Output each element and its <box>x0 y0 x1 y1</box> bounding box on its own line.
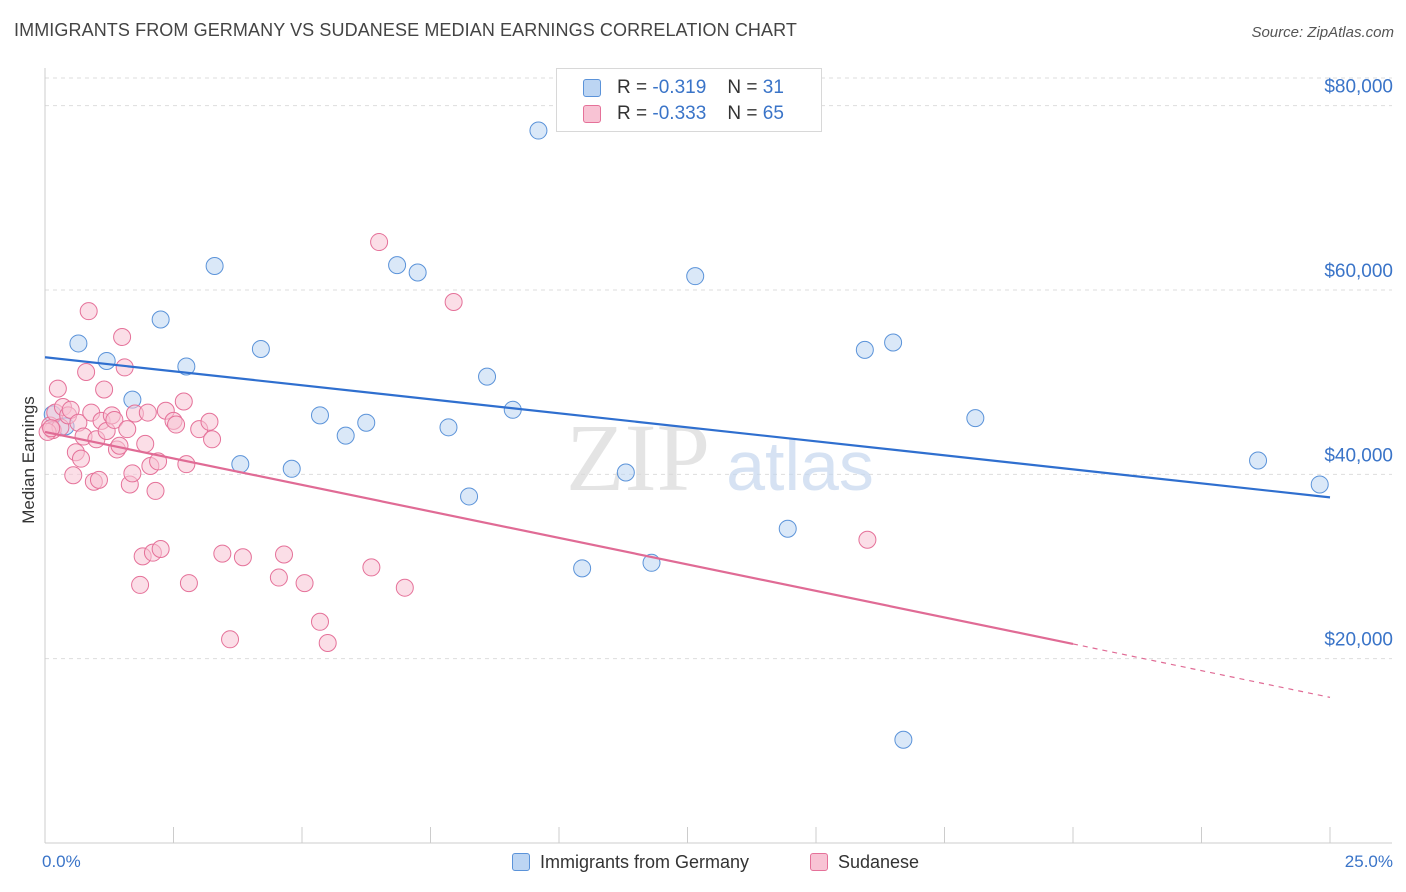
data-point <box>439 418 458 437</box>
data-point <box>177 357 196 376</box>
data-point <box>179 574 198 593</box>
data-point <box>251 339 270 358</box>
data-point <box>1249 451 1268 470</box>
data-point <box>460 487 479 506</box>
legend-swatch-germany <box>512 853 530 871</box>
data-point <box>1310 475 1329 494</box>
data-point <box>478 367 497 386</box>
series-sudanese <box>38 233 877 652</box>
data-point <box>444 292 463 311</box>
legend-n-value: 31 <box>762 77 784 98</box>
data-point <box>529 121 548 140</box>
data-point <box>894 730 913 749</box>
legend-item-sudanese: Sudanese <box>810 852 919 873</box>
trend-line <box>44 356 1331 499</box>
stats-legend: R = -0.319 N = 31 R = -0.333 N = 65 <box>556 68 822 132</box>
trend-lines <box>44 356 1331 698</box>
data-point <box>48 379 67 398</box>
source-label: Source: ZipAtlas.com <box>1251 24 1394 41</box>
data-point <box>884 333 903 352</box>
data-point <box>213 544 232 563</box>
data-point <box>269 568 288 587</box>
legend-r-label: R = <box>617 103 648 124</box>
legend-r-label: R = <box>617 77 648 98</box>
y-tick-labels: $20,000 $40,000 $60,000 $80,000 <box>1324 77 1393 651</box>
legend-n-label: N = <box>727 77 758 98</box>
legend-label-sudanese: Sudanese <box>838 852 920 872</box>
data-point <box>79 302 98 321</box>
x-tick-label-min: 0.0% <box>42 852 81 871</box>
data-point <box>205 257 224 276</box>
y-tick-label: $80,000 <box>1324 77 1393 98</box>
legend-r-value: -0.319 <box>652 77 707 98</box>
data-point <box>370 233 389 252</box>
data-point <box>855 340 874 359</box>
data-point <box>113 327 132 346</box>
legend-n-value: 65 <box>762 103 784 124</box>
data-point <box>395 578 414 597</box>
legend-swatch-sudanese <box>810 853 828 871</box>
y-tick-label: $40,000 <box>1324 445 1393 466</box>
data-point <box>71 449 90 468</box>
data-point <box>686 267 705 286</box>
data-point <box>64 466 83 485</box>
data-point <box>336 426 355 445</box>
y-tick-label: $20,000 <box>1324 630 1393 651</box>
data-point <box>310 406 329 425</box>
data-point <box>146 481 165 500</box>
data-point <box>69 334 88 353</box>
y-tick-label: $60,000 <box>1324 261 1393 282</box>
watermark-zip: ZIP <box>566 404 710 511</box>
data-point <box>573 559 592 578</box>
data-point <box>89 470 108 489</box>
axes <box>44 68 1392 844</box>
data-point <box>138 403 157 422</box>
trend-line <box>44 430 1074 645</box>
data-point <box>616 463 635 482</box>
data-point <box>136 434 155 453</box>
data-point <box>77 363 96 382</box>
data-point <box>778 519 797 538</box>
data-point <box>151 310 170 329</box>
x-tick-label-max: 25.0% <box>1344 852 1393 871</box>
trend-line-extension <box>1072 643 1331 698</box>
data-point <box>200 412 219 431</box>
legend-swatch-sudanese <box>583 105 601 123</box>
data-point <box>275 545 294 564</box>
data-point <box>177 455 196 474</box>
data-point <box>310 612 329 631</box>
data-point <box>118 420 137 439</box>
data-point <box>408 263 427 282</box>
data-point <box>167 415 186 434</box>
legend-item-germany: Immigrants from Germany <box>512 852 749 873</box>
legend-label-germany: Immigrants from Germany <box>540 852 750 872</box>
chart-title: IMMIGRANTS FROM GERMANY VS SUDANESE MEDI… <box>14 20 797 40</box>
data-point <box>966 409 985 428</box>
data-point <box>362 558 381 577</box>
legend-n-label: N = <box>727 103 758 124</box>
data-point <box>97 351 116 370</box>
data-point <box>131 575 150 594</box>
data-point <box>221 630 240 649</box>
legend-swatch-germany <box>583 79 601 97</box>
data-point <box>123 464 142 483</box>
data-point <box>388 256 407 275</box>
legend-r-value: -0.333 <box>652 103 707 124</box>
data-point <box>174 392 193 411</box>
data-point <box>203 430 222 449</box>
data-point <box>858 530 877 549</box>
data-point <box>151 539 170 558</box>
data-point <box>233 548 252 567</box>
data-point <box>282 459 301 478</box>
data-point <box>105 410 124 429</box>
data-point <box>295 574 314 593</box>
data-point <box>95 380 114 399</box>
data-point <box>318 633 337 652</box>
data-point <box>357 413 376 432</box>
